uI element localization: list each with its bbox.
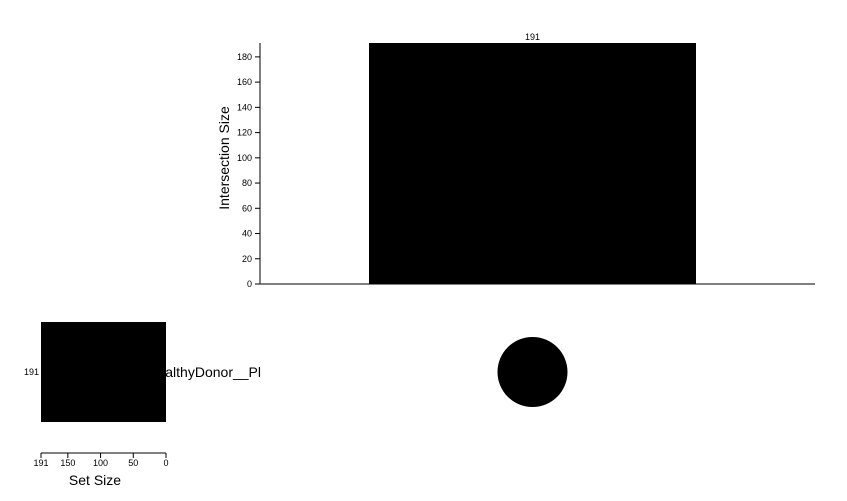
y-tick-label: 160 (237, 77, 252, 87)
intersection-y-axis-title: Intersection Size (216, 106, 232, 210)
set-size-ticks: 191 150 100 50 0 (33, 453, 169, 468)
y-tick-label: 140 (237, 102, 252, 112)
set-size-tick-label: 150 (60, 458, 75, 468)
y-tick-label: 100 (237, 153, 252, 163)
set-names: HealthyDonor__Pl (147, 364, 261, 380)
set-size-bars: 191 (24, 322, 166, 422)
intersection-matrix (497, 337, 568, 407)
matrix-dot (497, 337, 568, 407)
intersection-size-panel: 0 20 40 60 80 100 120 140 160 180 191 Intersectio… (216, 32, 815, 289)
set-size-panel: 191 191 150 100 50 0 Set Size (24, 322, 169, 488)
set-size-tick-label: 100 (93, 458, 108, 468)
intersection-bar-label: 191 (525, 32, 540, 42)
set-size-tick-label: 191 (33, 458, 48, 468)
y-tick-label: 180 (237, 52, 252, 62)
y-tick-label: 120 (237, 128, 252, 138)
set-name-label: HealthyDonor__Pl (147, 364, 261, 380)
set-size-bar-label: 191 (24, 367, 39, 377)
y-tick-label: 0 (247, 279, 252, 289)
y-tick-label: 60 (242, 203, 252, 213)
y-tick-label: 40 (242, 229, 252, 239)
intersection-y-ticks: 0 20 40 60 80 100 120 140 160 180 (237, 52, 260, 289)
set-size-tick-label: 0 (163, 458, 168, 468)
y-tick-label: 80 (242, 178, 252, 188)
intersection-bars: 191 (369, 32, 696, 284)
set-size-axis-title: Set Size (69, 472, 121, 488)
y-tick-label: 20 (242, 254, 252, 264)
set-size-bar (41, 322, 166, 422)
set-size-tick-label: 50 (128, 458, 138, 468)
intersection-bar (369, 43, 696, 284)
